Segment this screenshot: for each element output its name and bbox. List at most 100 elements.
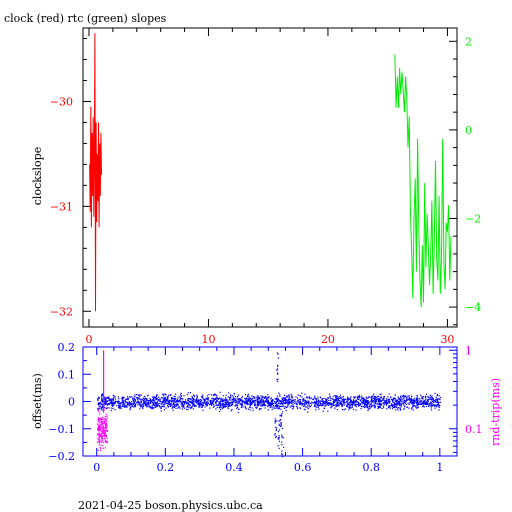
offset-point (264, 396, 267, 398)
offset-point (352, 402, 354, 404)
offset-excursion-point (280, 422, 282, 425)
offset-point (380, 393, 382, 395)
offset-point (436, 398, 438, 401)
offset-point (236, 407, 238, 409)
offset-excursion-point (277, 380, 279, 382)
offset-point (222, 406, 224, 408)
offset-point (233, 399, 235, 401)
offset-point (413, 400, 415, 402)
offset-point (124, 400, 126, 402)
offset-point (113, 395, 115, 397)
offset-point (172, 409, 174, 411)
rndtrip-point (98, 411, 100, 413)
offset-point (142, 399, 144, 401)
offset-point (199, 399, 201, 401)
offset-point (328, 399, 330, 401)
offset-point (408, 407, 410, 409)
offset-point (398, 404, 400, 406)
offset-point (197, 403, 199, 405)
offset-point (419, 402, 421, 404)
offset-point (135, 403, 137, 405)
offset-point (391, 408, 394, 410)
offset-point (340, 397, 342, 399)
offset-point (143, 395, 146, 398)
offset-point (147, 400, 149, 402)
offset-point (245, 408, 247, 410)
offset-point (163, 398, 165, 400)
offset-excursion-point (276, 369, 278, 371)
offset-point (152, 404, 154, 406)
offset-point (403, 405, 406, 407)
offset-point (309, 402, 312, 404)
offset-point (361, 401, 363, 403)
offset-point (110, 402, 112, 405)
offset-point (368, 396, 371, 398)
offset-point (206, 404, 208, 406)
offset-point (329, 396, 331, 398)
offset-point (102, 401, 104, 403)
offset-point (147, 405, 149, 408)
rndtrip-point (98, 420, 100, 422)
rndtrip-point (100, 417, 102, 419)
offset-point (180, 395, 182, 397)
offset-point (108, 396, 110, 398)
offset-point (256, 406, 258, 408)
offset-point (433, 400, 436, 402)
offset-point (173, 405, 175, 407)
offset-point (253, 401, 255, 403)
offset-point (284, 399, 286, 401)
offset-excursion-point (278, 436, 280, 439)
offset-point (114, 401, 116, 403)
rndtrip-point (97, 433, 99, 436)
offset-point (164, 393, 166, 395)
rndtrip-point (103, 429, 105, 431)
offset-point (175, 398, 177, 400)
offset-point (361, 402, 363, 404)
offset-point (267, 397, 269, 399)
offset-point (221, 400, 223, 402)
offset-point (153, 404, 155, 406)
offset-point (208, 404, 211, 406)
offset-point (102, 405, 104, 407)
offset-point (317, 406, 319, 408)
offset-point (140, 405, 143, 407)
offset-point (378, 401, 380, 403)
offset-point (428, 405, 430, 407)
offset-point (143, 399, 146, 401)
offset-point (127, 398, 129, 400)
top-chart-ylabel: clockslope (31, 147, 44, 205)
offset-point (332, 404, 334, 406)
offset-point (256, 407, 258, 409)
offset-point (192, 398, 194, 400)
offset-point (335, 398, 337, 400)
offset-excursion-point (276, 379, 278, 381)
offset-point (193, 404, 195, 407)
offset-point (436, 399, 438, 402)
offset-point (417, 404, 419, 406)
offset-point (430, 407, 432, 409)
offset-point (122, 401, 124, 403)
offset-point (173, 404, 176, 407)
offset-point (129, 409, 131, 411)
offset-point (252, 396, 254, 398)
offset-point (367, 402, 369, 404)
offset-point (243, 401, 246, 403)
offset-point (307, 411, 309, 413)
offset-point (422, 405, 424, 407)
offset-point (373, 393, 375, 395)
offset-point (364, 399, 366, 401)
rndtrip-point (104, 430, 106, 432)
offset-point (274, 405, 277, 407)
offset-point (213, 405, 215, 407)
offset-point (235, 402, 237, 404)
offset-point (143, 405, 145, 407)
offset-point (409, 402, 411, 404)
offset-point (256, 404, 258, 406)
offset-point (170, 397, 173, 399)
rndtrip-point (98, 430, 100, 432)
offset-point (424, 403, 427, 405)
offset-point (251, 407, 253, 409)
offset-point (154, 397, 156, 399)
offset-point (239, 400, 241, 402)
rndtrip-point (103, 419, 105, 421)
